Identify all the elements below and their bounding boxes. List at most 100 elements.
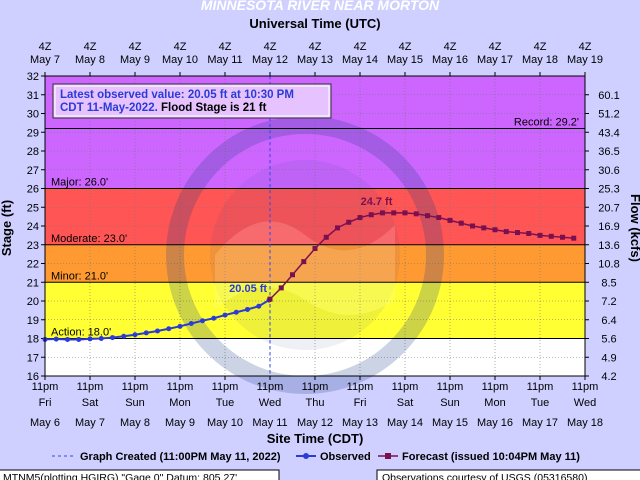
observed-point [121, 333, 127, 339]
cdt-tick-day: Fri [354, 397, 367, 409]
forecast-point [470, 223, 475, 229]
stage-tick-label: 28 [27, 146, 39, 158]
flow-tick-label: 10.8 [598, 259, 619, 271]
observed-point [256, 303, 262, 309]
flow-tick-label: 6.4 [601, 315, 616, 327]
stage-tick-label: 32 [27, 71, 39, 83]
forecast-point [492, 227, 498, 233]
stage-label-moderate: Moderate: 23.0' [51, 233, 127, 245]
observed-point [177, 323, 183, 329]
stage-tick-label: 25 [27, 202, 39, 214]
legend-created-label: Graph Created (11:00PM May 11, 2022) [80, 451, 281, 463]
forecast-point [526, 231, 532, 236]
forecast-point [560, 234, 565, 240]
cdt-tick-day: Tue [216, 397, 235, 409]
forecast-point [380, 210, 385, 216]
cdt-tick-day: Tue [531, 397, 550, 409]
flow-tick-label: 13.6 [598, 240, 619, 252]
cdt-tick-date: May 18 [567, 417, 603, 429]
latest-value-line2: CDT 11-May-2022. Flood Stage is 21 ft [60, 102, 267, 114]
flow-tick-label: 20.7 [598, 202, 619, 214]
latest-value-date: CDT 11-May-2022. [60, 102, 158, 114]
utc-tick-hour: 4Z [444, 41, 457, 53]
stage-tick-label: 19 [27, 315, 39, 327]
stage-axis-title: Stage (ft) [0, 200, 14, 256]
cdt-tick-time: 11pm [392, 381, 419, 393]
cdt-tick-time: 11pm [347, 381, 374, 393]
flow-tick-label: 36.5 [598, 146, 619, 158]
forecast-point [357, 215, 363, 221]
observed-point [233, 309, 239, 315]
flow-tick-label: 30.6 [598, 165, 619, 177]
plot-frame [44, 75, 586, 377]
cdt-tick-time: 11pm [257, 381, 284, 393]
cdt-tick-day: Sat [397, 397, 414, 409]
stage-tick-label: 16 [27, 371, 39, 383]
flood-stage-note: Flood Stage is 21 ft [158, 102, 267, 114]
observed-point [132, 332, 138, 338]
cdt-tick-time: 11pm [482, 381, 509, 393]
flow-tick-label: 8.5 [601, 277, 616, 289]
cdt-tick-day: Sun [125, 397, 145, 409]
observed-point [222, 312, 228, 318]
cdt-tick-date: May 13 [342, 417, 378, 429]
forecast-point [481, 225, 487, 231]
stage-tick-label: 22 [27, 259, 39, 271]
forecast-point [571, 235, 577, 241]
legend-observed-label: Observed [320, 451, 371, 463]
utc-tick-date: May 7 [30, 54, 60, 66]
cdt-tick-date: May 17 [522, 417, 558, 429]
forecast-point [548, 233, 554, 239]
cdt-tick-time: 11pm [167, 381, 194, 393]
legend: Graph Created (11:00PM May 11, 2022) Obs… [52, 451, 580, 463]
forecast-point [267, 296, 273, 302]
forecast-point [447, 217, 453, 223]
observed-point [98, 336, 104, 341]
stage-tick-label: 20 [27, 296, 39, 308]
cdt-tick-day: Sun [440, 397, 460, 409]
stage-tick-label: 18 [27, 334, 39, 346]
observed-point [166, 326, 172, 332]
cdt-tick-time: 11pm [572, 381, 599, 393]
stage-label-action: Action: 18.0' [51, 327, 111, 339]
cdt-tick-time: 11pm [77, 381, 104, 393]
stage-tick-label: 23 [27, 240, 39, 252]
cdt-tick-day: Mon [484, 397, 505, 409]
cdt-tick-day: Thu [306, 397, 325, 409]
utc-tick-date: May 9 [120, 54, 150, 66]
latest-value-box: Latest observed value: 20.05 ft at 10:30… [52, 83, 332, 119]
utc-tick-date: May 13 [297, 54, 333, 66]
cdt-tick-date: May 12 [297, 417, 333, 429]
flow-tick-label: 7.2 [601, 296, 616, 308]
top-axis-title: Universal Time (UTC) [249, 16, 380, 31]
legend-observed-marker [303, 453, 309, 459]
stage-label-major: Major: 26.0' [51, 177, 108, 189]
stage-labels: Record: 29.2' Major: 26.0' Moderate: 23.0'… [45, 117, 585, 339]
utc-tick-date: May 19 [567, 54, 603, 66]
observed-point [245, 306, 250, 312]
utc-tick-hour: 4Z [174, 41, 187, 53]
observed-point [53, 336, 59, 342]
bottom-axis-title: Site Time (CDT) [267, 431, 364, 446]
forecast-point [290, 272, 295, 278]
cdt-tick-date: May 7 [75, 417, 105, 429]
observed-point [188, 321, 194, 326]
forecast-point [346, 219, 352, 225]
cdt-tick-date: May 14 [387, 417, 423, 429]
forecast-point [335, 225, 340, 231]
flow-axis-ticks: 4.2 4.9 5.6 6.4 7.2 8.5 10.8 13.6 16.9 20.7 25.3 30… [585, 90, 620, 383]
utc-tick-date: May 11 [207, 54, 242, 66]
stage-tick-label: 29 [27, 127, 39, 139]
stage-axis-ticks: 16 17 18 19 20 21 22 23 24 25 26 27 28 29 30 31 32 [27, 71, 45, 383]
observed-latest-label: 20.05 ft [229, 283, 267, 295]
stage-label-minor: Minor: 21.0' [51, 270, 108, 282]
flow-tick-label: 4.2 [601, 371, 616, 383]
forecast-point [425, 213, 430, 219]
utc-tick-date: May 18 [522, 54, 558, 66]
observed-point [65, 336, 70, 342]
cdt-tick-time: 11pm [437, 381, 464, 393]
noaa-watermark-icon [166, 116, 444, 394]
forecast-series-line [269, 212, 574, 300]
